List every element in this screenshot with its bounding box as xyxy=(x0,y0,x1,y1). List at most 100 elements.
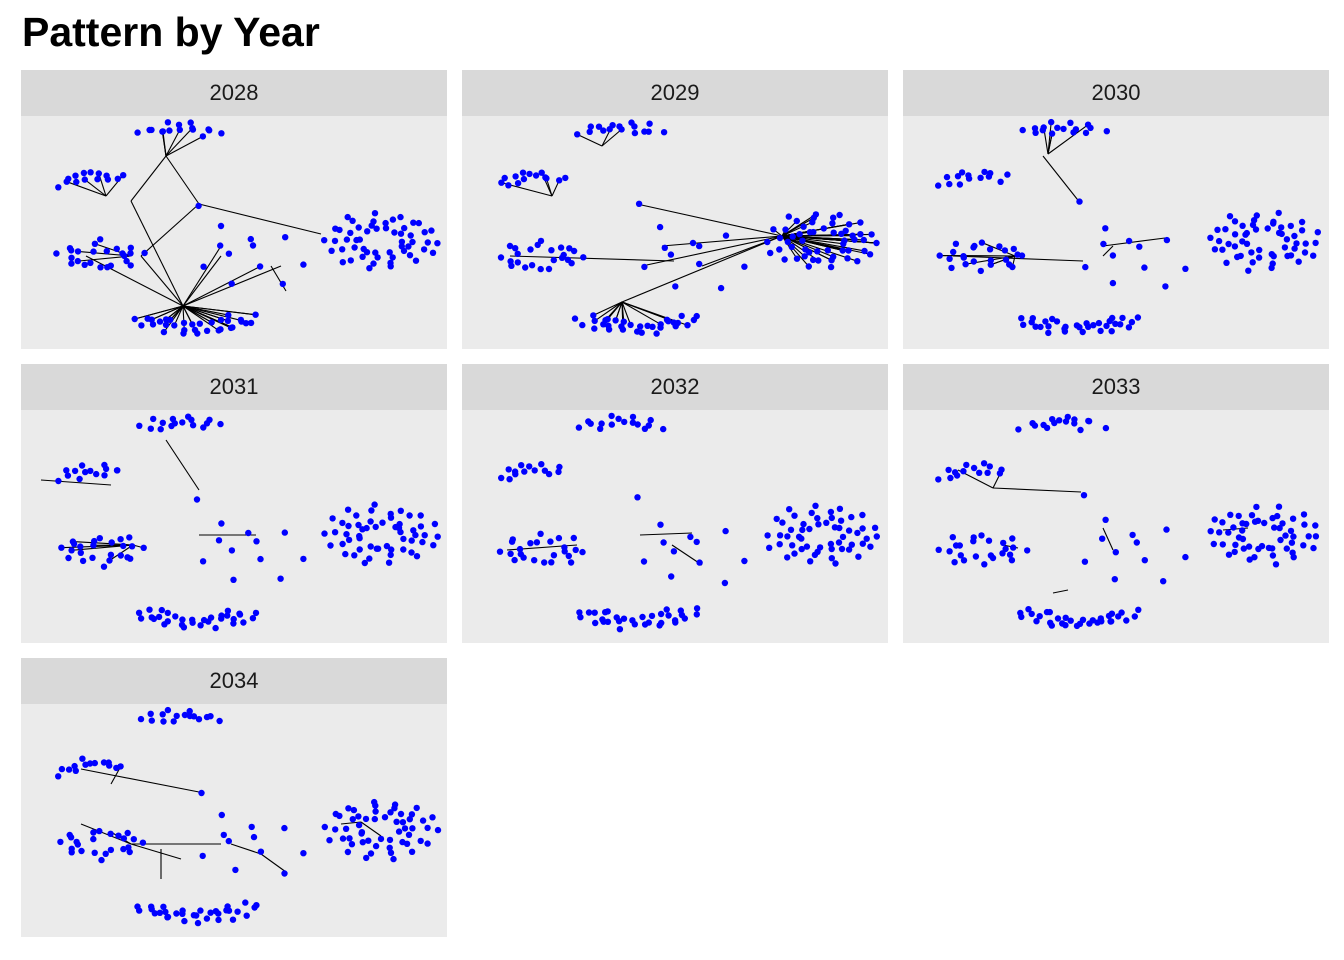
edge xyxy=(781,213,817,237)
node xyxy=(1125,237,1133,245)
node xyxy=(135,609,143,616)
node xyxy=(408,549,415,556)
node xyxy=(356,546,363,553)
node xyxy=(598,420,605,427)
node xyxy=(417,512,424,519)
node xyxy=(811,551,819,559)
node xyxy=(367,518,374,525)
node xyxy=(498,179,505,186)
node xyxy=(144,315,151,322)
node xyxy=(218,615,225,622)
node xyxy=(641,263,648,271)
node xyxy=(689,239,697,247)
node xyxy=(1253,212,1260,219)
node xyxy=(1086,620,1093,627)
node xyxy=(401,825,409,832)
node xyxy=(91,759,99,767)
node xyxy=(215,916,222,924)
node xyxy=(104,176,112,183)
node xyxy=(407,232,414,239)
node xyxy=(409,825,416,832)
node xyxy=(784,238,791,245)
node xyxy=(1073,622,1081,630)
node xyxy=(527,540,534,547)
edge xyxy=(1047,122,1052,155)
node xyxy=(413,804,420,812)
node-layer xyxy=(55,413,441,632)
node xyxy=(798,545,805,553)
node xyxy=(1083,320,1090,327)
edge xyxy=(230,843,262,855)
node xyxy=(434,826,442,834)
node xyxy=(782,226,789,233)
node xyxy=(355,521,362,529)
facet-panel-2034: 2034 xyxy=(21,658,447,937)
node xyxy=(232,866,239,874)
node xyxy=(96,535,104,542)
node xyxy=(101,472,108,479)
node xyxy=(634,421,641,428)
node xyxy=(370,260,377,267)
node xyxy=(1062,323,1069,330)
node xyxy=(634,328,641,335)
node xyxy=(533,539,541,546)
node xyxy=(1094,619,1101,626)
node xyxy=(128,543,136,550)
node xyxy=(952,542,960,549)
node xyxy=(618,126,625,133)
node xyxy=(567,559,575,566)
node xyxy=(696,242,703,250)
node xyxy=(359,839,366,846)
node xyxy=(77,549,84,556)
node xyxy=(249,242,257,249)
node xyxy=(1282,532,1289,539)
node xyxy=(371,815,378,823)
node xyxy=(657,610,665,618)
edge xyxy=(1102,527,1114,551)
node xyxy=(140,544,147,551)
node xyxy=(71,467,79,475)
node xyxy=(1056,417,1063,424)
node xyxy=(690,316,698,324)
node xyxy=(328,247,335,254)
node xyxy=(1275,503,1283,510)
edge xyxy=(130,843,182,860)
edge xyxy=(1102,245,1114,257)
node xyxy=(844,255,851,262)
edge xyxy=(182,305,256,316)
node xyxy=(810,228,817,236)
edge xyxy=(576,133,603,147)
node xyxy=(987,261,994,268)
node xyxy=(349,217,356,224)
node xyxy=(1290,533,1297,540)
node xyxy=(520,175,528,183)
node xyxy=(65,766,73,773)
node xyxy=(1053,318,1061,325)
node xyxy=(577,614,584,621)
node xyxy=(413,553,421,560)
node xyxy=(68,260,75,267)
node xyxy=(332,810,339,818)
node xyxy=(228,280,235,287)
node xyxy=(1300,511,1308,518)
node xyxy=(388,546,395,553)
node xyxy=(960,468,967,475)
node xyxy=(665,318,672,325)
node xyxy=(180,319,188,327)
node xyxy=(773,515,780,523)
node xyxy=(331,237,339,245)
edge xyxy=(182,305,229,316)
node xyxy=(1301,521,1308,528)
node xyxy=(1288,539,1296,546)
node xyxy=(206,127,213,134)
node xyxy=(970,258,977,265)
node xyxy=(609,122,616,129)
node xyxy=(134,129,141,136)
node xyxy=(225,250,233,257)
node xyxy=(1287,527,1295,535)
node xyxy=(400,546,407,553)
node xyxy=(249,615,257,622)
node xyxy=(137,615,145,622)
node xyxy=(838,545,846,553)
node xyxy=(764,238,771,246)
